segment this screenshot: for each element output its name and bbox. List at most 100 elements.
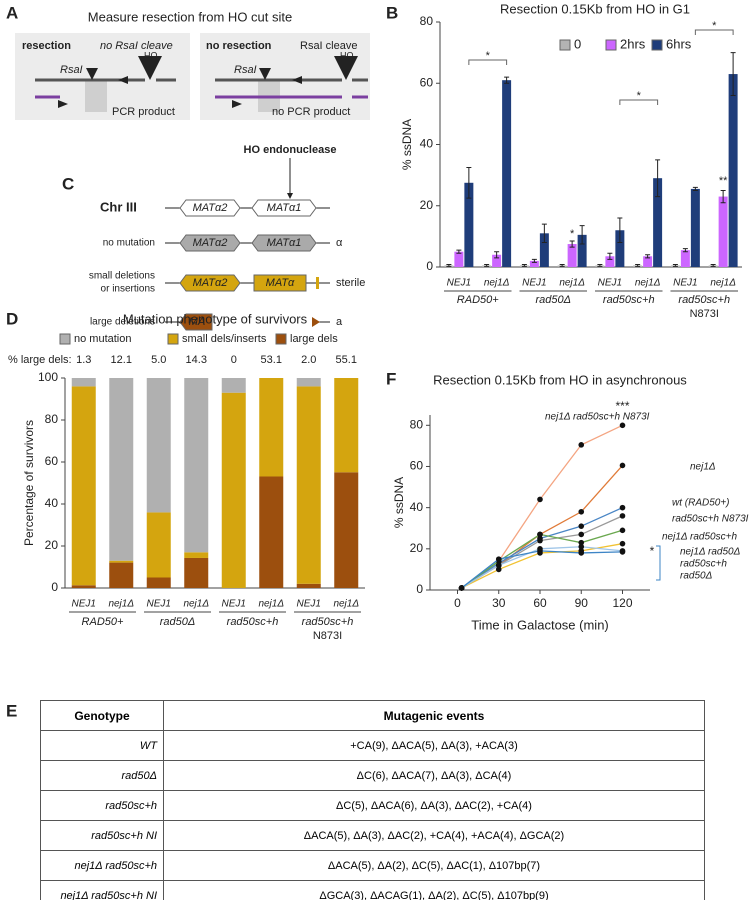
- bar-segment: [334, 472, 359, 588]
- y-tick-label: 20: [410, 541, 424, 555]
- outcome-label: sterile: [336, 277, 365, 289]
- table-header: Mutagenic events: [163, 700, 705, 731]
- bar-segment: [71, 386, 96, 586]
- annotation: *: [650, 544, 655, 558]
- legend-swatch: [605, 39, 617, 51]
- chart-title: Mutation phenotype of survivors: [123, 311, 308, 326]
- annotation: *: [570, 228, 575, 240]
- data-point: [537, 531, 543, 538]
- series-label: nej1Δ: [690, 462, 716, 473]
- bar: [615, 230, 625, 267]
- value-label-caption: % large dels:: [8, 354, 72, 366]
- x-tick-label: nej1Δ: [484, 278, 510, 289]
- panel-label: E: [6, 701, 17, 720]
- significance-bracket: [619, 99, 659, 105]
- bar-segment: [259, 476, 284, 588]
- x-tick-label: 30: [492, 596, 506, 610]
- table-cell: nej1Δ rad50sc+h: [40, 850, 164, 881]
- value-label: 53.1: [261, 354, 282, 366]
- assay-heading: resection: [22, 40, 71, 52]
- series-line: [461, 550, 623, 589]
- data-point: [578, 442, 585, 448]
- bar: [454, 251, 464, 267]
- error-bar: [607, 252, 613, 260]
- panel-label: F: [386, 369, 396, 388]
- panel-label: C: [62, 174, 74, 193]
- annotation: **: [719, 175, 728, 187]
- table-cell: nej1Δ rad50sc+h NI: [40, 880, 164, 900]
- x-tick-label: nej1Δ: [635, 278, 661, 289]
- table-cell: rad50sc+h NI: [40, 820, 164, 851]
- row-label: or insertions: [101, 284, 155, 295]
- bar: [653, 178, 663, 267]
- value-label: 55.1: [336, 354, 357, 366]
- table-row: WT +CA(9), ΔACA(5), ΔA(3), +ACA(3): [40, 730, 705, 761]
- assay-left: resection no RsaI cleave RsaI HO PCR pro…: [15, 33, 190, 120]
- x-tick-label: nej1Δ: [108, 599, 134, 610]
- error-bar: [579, 225, 585, 245]
- x-tick-label: 90: [575, 596, 589, 610]
- bar-segment: [296, 378, 321, 387]
- group-label: rad50sc+h: [603, 294, 655, 306]
- error-bar: [597, 264, 603, 267]
- y-tick-label: 60: [410, 459, 424, 473]
- y-axis-label: % ssDNA: [392, 477, 406, 528]
- error-bar: [494, 251, 500, 259]
- series-label: rad50sc+h N873I: [672, 514, 749, 525]
- y-tick-label: 20: [420, 198, 434, 212]
- assay-cleave: RsaI cleave: [300, 40, 357, 52]
- bar: [529, 260, 539, 267]
- y-tick-label: 0: [51, 580, 58, 594]
- annotation: ***: [615, 399, 629, 413]
- bar: [492, 254, 502, 267]
- table-row: nej1Δ rad50sc+h ΔACA(5), ΔA(2), ΔC(5), ΔA…: [40, 850, 705, 881]
- legend-swatch: [59, 333, 71, 345]
- bar: [690, 188, 700, 267]
- gene-label: MATα2: [193, 277, 228, 289]
- series-label: rad50sc+h: [680, 559, 727, 570]
- table-header: Genotype: [40, 700, 164, 731]
- value-label: 1.3: [76, 354, 91, 366]
- significance-bracket: [694, 29, 734, 35]
- row-label: small deletions: [89, 271, 155, 282]
- y-tick-label: 80: [45, 412, 59, 426]
- data-point: [619, 422, 626, 429]
- y-tick-label: 40: [45, 496, 59, 510]
- data-point: [578, 543, 585, 550]
- panel-label: B: [386, 3, 398, 22]
- bar-segment: [146, 512, 171, 578]
- error-bar: [559, 264, 565, 267]
- error-bar: [617, 217, 623, 243]
- series-label: rad50Δ: [680, 571, 713, 582]
- error-bar: [569, 240, 575, 248]
- x-tick-label: nej1Δ: [333, 599, 359, 610]
- error-bar: [446, 264, 452, 267]
- y-tick-label: 100: [38, 370, 58, 384]
- legend-swatch: [651, 39, 663, 51]
- y-tick-label: 40: [410, 500, 424, 514]
- outcome-label: a: [336, 316, 343, 328]
- panel-label: A: [6, 3, 18, 22]
- chart-title: Resection 0.15Kb from HO in asynchronous: [433, 372, 687, 387]
- bar-segment: [109, 560, 134, 563]
- data-point: [619, 462, 626, 469]
- bar-segment: [109, 378, 134, 561]
- value-label: 5.0: [151, 354, 166, 366]
- group-label: rad50sc+h: [302, 616, 354, 628]
- data-point: [578, 523, 585, 529]
- panel-title: Measure resection from HO cut site: [88, 9, 292, 24]
- bar-segment: [109, 562, 134, 588]
- x-tick-label: NEJ1: [447, 278, 471, 289]
- gene-label: MATα1: [267, 237, 302, 249]
- error-bar: [682, 248, 688, 253]
- annotation: *: [637, 90, 642, 102]
- table-row: rad50Δ ΔC(6), ΔACA(7), ΔA(3), ΔCA(4): [40, 760, 705, 791]
- table-cell: WT: [40, 730, 164, 761]
- x-tick-label: nej1Δ: [183, 599, 209, 610]
- annotation: *: [712, 20, 717, 32]
- series-label: wt (RAD50+): [672, 498, 730, 509]
- data-point: [619, 527, 626, 534]
- series-label: nej1Δ rad50sc+h N873I: [545, 412, 650, 423]
